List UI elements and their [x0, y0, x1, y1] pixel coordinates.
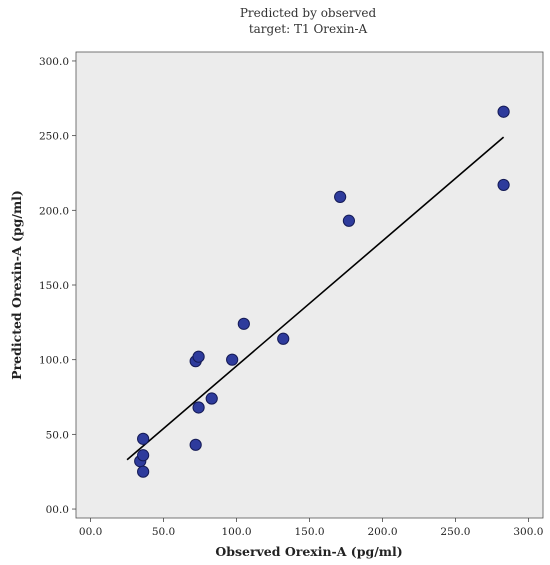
plot-area: [76, 52, 543, 518]
x-tick-label: 100.0: [222, 526, 252, 538]
data-point: [238, 318, 249, 329]
data-point: [193, 402, 204, 413]
x-tick-label: 200.0: [367, 526, 397, 538]
data-point: [227, 354, 238, 365]
data-point: [190, 439, 201, 450]
data-point: [138, 466, 149, 477]
data-point: [335, 191, 346, 202]
data-point: [343, 215, 354, 226]
y-axis-label: Predicted Orexin-A (pg/ml): [9, 190, 24, 380]
y-tick-label: 250.0: [39, 131, 69, 143]
data-point: [206, 393, 217, 404]
y-tick-label: 150.0: [39, 280, 69, 292]
y-tick-label: 200.0: [39, 205, 69, 217]
data-point: [138, 433, 149, 444]
chart-title: Predicted by observed: [240, 6, 377, 20]
y-tick-label: 50.0: [46, 429, 69, 441]
x-axis-label: Observed Orexin-A (pg/ml): [215, 544, 402, 559]
y-tick-label: 00.0: [46, 504, 69, 516]
x-tick-label: 00.0: [79, 526, 102, 538]
data-point: [193, 351, 204, 362]
x-axis: 00.0 50.0 100.0 150.0 200.0 250.0 300.0: [79, 518, 544, 538]
y-tick-label: 100.0: [39, 355, 69, 367]
data-point: [138, 450, 149, 461]
data-point: [278, 333, 289, 344]
x-tick-label: 150.0: [294, 526, 324, 538]
chart-subtitle: target: T1 Orexin-A: [249, 22, 368, 36]
x-tick-label: 300.0: [513, 526, 543, 538]
y-tick-label: 300.0: [39, 56, 69, 68]
data-point: [498, 179, 509, 190]
x-tick-label: 250.0: [440, 526, 470, 538]
x-tick-label: 50.0: [152, 526, 175, 538]
y-axis: 00.0 50.0 100.0 150.0 200.0 250.0 300.0: [39, 56, 76, 516]
data-point: [498, 106, 509, 117]
